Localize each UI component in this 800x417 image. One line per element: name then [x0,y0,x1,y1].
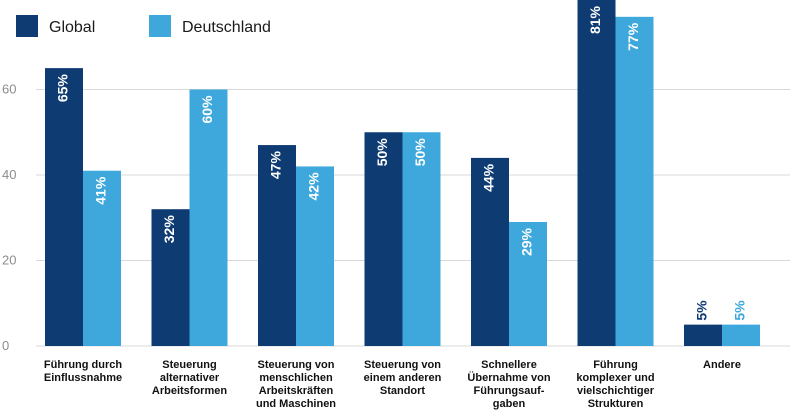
y-axis-ticks: 0 20 40 60 [2,82,16,354]
value-label: 5% [732,300,748,321]
legend-swatch-deutschland [149,15,171,37]
value-label: 60% [199,95,215,124]
category-label: Führung durch Einflussnahme [44,359,123,384]
value-labels: 65% 41% 32% 60% 47% 42% 50% 50% 44% 29% 81% 77% 5% 5% [55,5,748,320]
legend-swatch-global [16,15,38,37]
value-label: 65% [55,74,71,103]
bars [45,0,760,346]
bar-deutschland-2 [296,166,334,346]
value-label: 50% [412,138,428,167]
bar-global-5 [577,0,616,346]
value-label: 32% [161,215,177,244]
bar-deutschland-6 [722,324,760,346]
category-labels: Führung durch Einflussnahme Steuerung alter… [44,359,741,410]
bar-deutschland-1 [189,89,228,346]
value-label: 77% [625,22,641,51]
category-label: Andere [703,359,741,371]
legend: Global Deutschland [16,15,271,37]
bar-deutschland-3 [402,132,441,346]
value-label: 50% [374,138,390,167]
y-tick-label: 40 [2,167,16,182]
bar-deutschland-5 [615,16,654,346]
y-tick-label: 20 [2,253,16,268]
bar-deutschland-4 [509,222,547,346]
bar-global-2 [258,145,296,346]
bar-global-6 [684,324,722,346]
value-label: 42% [306,172,322,201]
value-label: 5% [694,300,710,321]
legend-label-global: Global [49,19,95,36]
value-label: 44% [481,163,497,192]
bar-global-0 [45,68,83,346]
bar-global-3 [364,132,403,346]
y-tick-label: 0 [2,338,9,353]
category-label: Schnellere Übernahme von Führungsauf-gaben [467,359,550,410]
value-label: 41% [93,176,109,205]
legend-label-deutschland: Deutschland [182,19,271,36]
bar-global-1 [151,209,190,346]
bar-global-4 [471,157,509,346]
value-label: 81% [587,5,603,34]
value-label: 47% [268,151,284,180]
y-tick-label: 60 [2,82,16,97]
category-label: Führung komplexer und vielschichtiger Struk… [576,359,654,410]
category-label: Steuerung von einem anderen Standort [364,359,442,397]
category-label: Steuerung von menschlichen Arbeitskräften u… [256,359,336,410]
bar-deutschland-0 [83,170,121,346]
value-label: 29% [519,227,535,256]
category-label: Steuerung alternativer Arbeitsformen [152,359,227,397]
